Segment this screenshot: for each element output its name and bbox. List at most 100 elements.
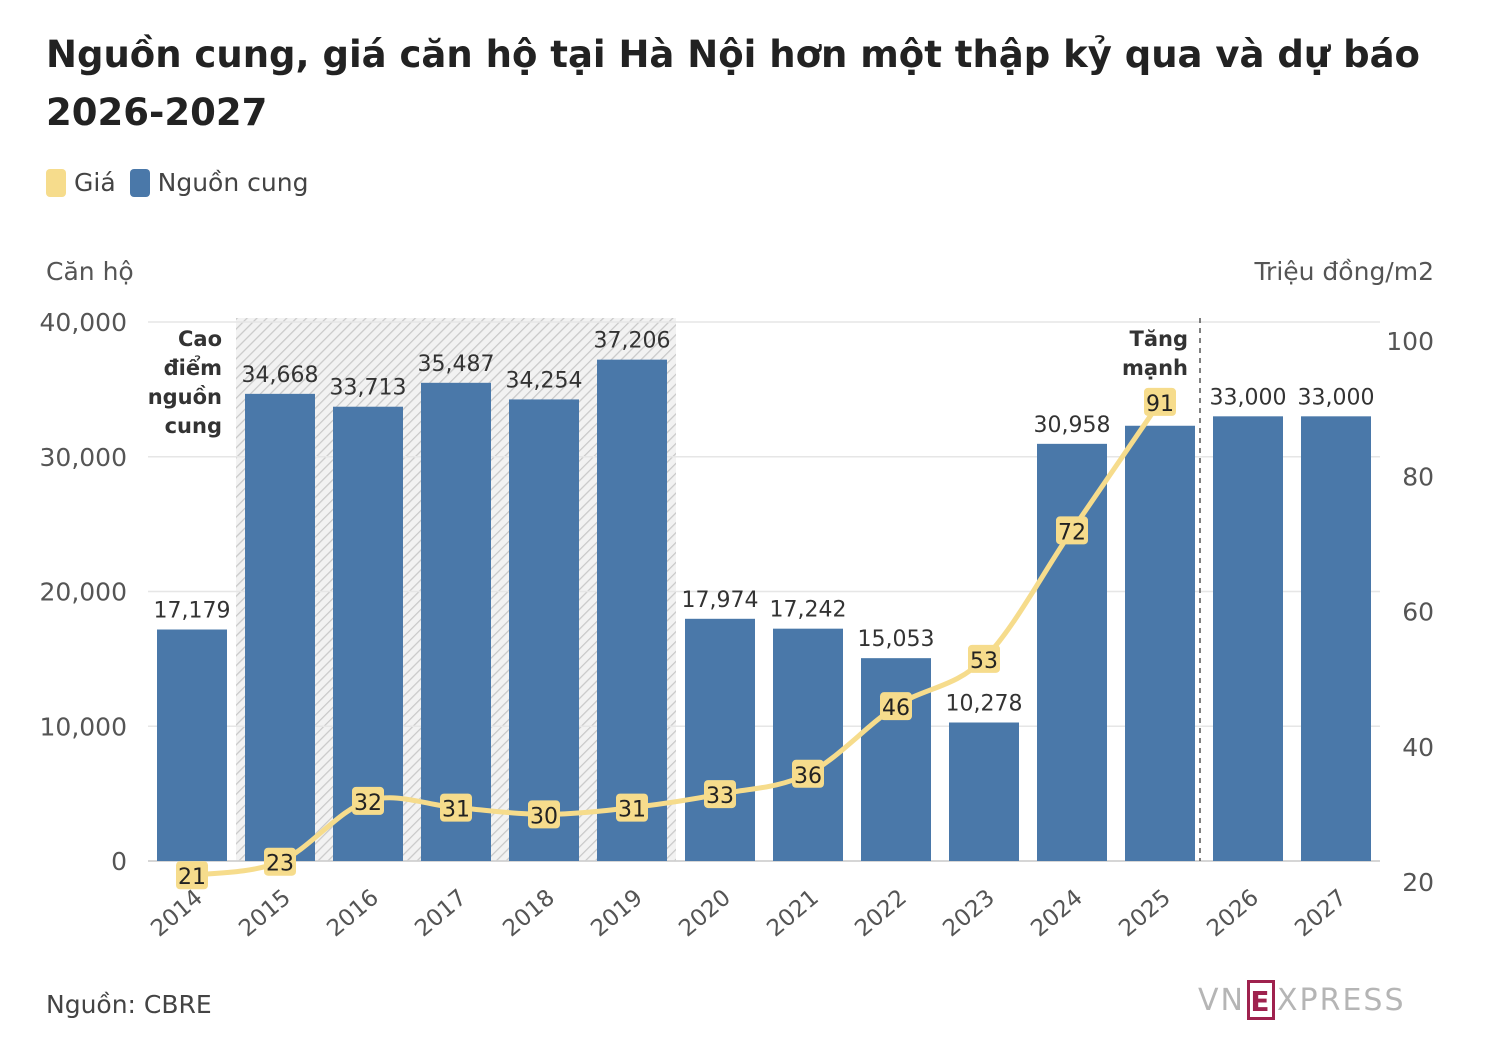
left-tick-label: 10,000 <box>40 712 127 741</box>
supply-bar <box>861 658 931 861</box>
price-point-marker <box>704 780 736 809</box>
supply-bar <box>333 406 403 861</box>
right-tick-label: 80 <box>1402 462 1434 491</box>
price-point: 21 <box>176 861 208 890</box>
price-value-label: 36 <box>794 764 822 789</box>
price-value-label: 33 <box>706 784 734 809</box>
price-point: 46 <box>880 692 912 721</box>
legend: Giá Nguồn cung <box>46 168 308 197</box>
price-point-marker <box>616 793 648 822</box>
price-point-marker <box>352 786 384 815</box>
price-point: 30 <box>528 800 560 829</box>
price-point-marker <box>528 800 560 829</box>
right-tick-label: 20 <box>1402 868 1434 897</box>
logo-prefix: VN <box>1198 982 1245 1018</box>
supply-bar <box>157 629 227 861</box>
left-axis-title: Căn hộ <box>46 257 134 286</box>
price-point: 33 <box>704 780 736 809</box>
supply-value-label: 37,206 <box>594 329 671 354</box>
price-point: 36 <box>792 759 824 789</box>
annotation-peak-supply: nguồn <box>148 385 222 409</box>
x-tick-label: 2027 <box>1290 885 1352 943</box>
price-value-label: 72 <box>1058 520 1086 545</box>
price-point-marker <box>176 861 208 890</box>
x-tick-label: 2018 <box>498 885 560 943</box>
supply-value-label: 30,958 <box>1034 413 1111 438</box>
x-tick-label: 2025 <box>1114 885 1176 943</box>
x-tick-label: 2014 <box>146 885 208 943</box>
supply-value-label: 35,487 <box>418 352 495 377</box>
left-tick-label: 20,000 <box>40 578 127 607</box>
price-value-label: 30 <box>530 804 558 829</box>
annotation-peak-supply: Cao <box>178 327 222 351</box>
legend-label-price: Giá <box>74 168 116 197</box>
x-tick-label: 2019 <box>586 885 648 943</box>
price-value-label: 23 <box>266 852 294 877</box>
left-tick-label: 40,000 <box>40 308 127 337</box>
annotation-sharp-rise: Tăng <box>1130 327 1188 351</box>
price-value-label: 21 <box>178 865 206 890</box>
price-point-marker <box>1056 516 1088 545</box>
logo-e-mark: E <box>1246 980 1275 1020</box>
legend-swatch-price <box>46 168 66 197</box>
price-point: 91 <box>1144 387 1176 417</box>
right-tick-label: 40 <box>1402 733 1434 762</box>
annotation-peak-supply: điểm <box>164 355 222 380</box>
supply-bar <box>1125 425 1195 861</box>
supply-value-label: 33,000 <box>1210 385 1287 410</box>
legend-item-price: Giá <box>46 168 116 197</box>
x-tick-label: 2026 <box>1202 885 1264 943</box>
supply-value-label: 33,713 <box>330 376 407 401</box>
price-value-label: 46 <box>882 696 910 721</box>
legend-swatch-supply <box>129 168 150 197</box>
left-tick-label: 0 <box>111 847 127 876</box>
supply-bar <box>1213 416 1283 861</box>
price-point-marker <box>440 793 472 822</box>
price-point-marker <box>880 692 912 721</box>
supply-value-label: 10,278 <box>946 692 1023 717</box>
price-value-label: 31 <box>618 798 646 823</box>
supply-value-label: 17,974 <box>682 588 759 613</box>
x-tick-label: 2022 <box>850 885 912 943</box>
annotation-sharp-rise: mạnh <box>1122 356 1188 380</box>
price-point: 72 <box>1056 516 1088 545</box>
vnexpress-logo: VN E XPRESS <box>1198 980 1406 1020</box>
price-value-label: 91 <box>1146 392 1174 417</box>
price-point: 32 <box>352 786 384 816</box>
supply-bar <box>245 393 315 861</box>
supply-bar <box>1301 416 1371 861</box>
supply-value-label: 17,242 <box>770 598 847 623</box>
x-tick-label: 2024 <box>1026 885 1088 943</box>
supply-value-label: 33,000 <box>1298 385 1375 410</box>
x-tick-label: 2021 <box>762 885 824 943</box>
annotation-peak-supply: cung <box>165 414 222 438</box>
supply-bar <box>1037 443 1107 861</box>
price-point: 31 <box>616 793 648 823</box>
price-point-marker <box>792 759 824 788</box>
price-point: 31 <box>440 793 472 823</box>
supply-bar <box>509 399 579 861</box>
price-value-label: 31 <box>442 798 470 823</box>
x-tick-label: 2023 <box>938 885 1000 943</box>
price-point-marker <box>264 847 296 876</box>
price-point: 23 <box>264 847 296 877</box>
x-tick-label: 2017 <box>410 885 472 943</box>
supply-bar <box>597 359 667 861</box>
supply-bar <box>685 618 755 861</box>
legend-label-supply: Nguồn cung <box>157 168 309 197</box>
supply-value-label: 34,254 <box>506 368 583 393</box>
supply-value-label: 34,668 <box>242 363 319 388</box>
price-point-marker <box>1144 387 1176 416</box>
logo-suffix: XPRESS <box>1276 982 1406 1018</box>
price-value-label: 32 <box>354 791 382 816</box>
source-note: Nguồn: CBRE <box>46 990 212 1019</box>
price-point-marker <box>968 644 1000 673</box>
supply-bar <box>949 722 1019 861</box>
supply-value-label: 17,179 <box>154 599 231 624</box>
price-value-label: 53 <box>970 649 998 674</box>
left-tick-label: 30,000 <box>40 443 127 472</box>
x-tick-label: 2020 <box>674 885 736 943</box>
x-tick-label: 2016 <box>322 885 384 943</box>
supply-bar <box>773 628 843 861</box>
